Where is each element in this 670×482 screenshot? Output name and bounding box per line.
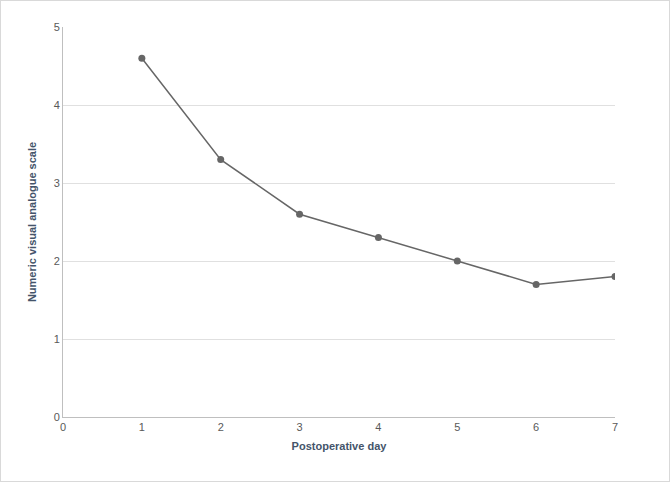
svg-text:2: 2 — [218, 421, 224, 433]
svg-text:Numeric visual analogue scale: Numeric visual analogue scale — [26, 142, 38, 302]
svg-text:4: 4 — [54, 99, 60, 111]
svg-text:7: 7 — [612, 421, 618, 433]
svg-text:Postoperative day: Postoperative day — [292, 440, 388, 452]
svg-text:2: 2 — [54, 255, 60, 267]
svg-text:1: 1 — [54, 333, 60, 345]
svg-text:5: 5 — [454, 421, 460, 433]
svg-text:0: 0 — [60, 421, 66, 433]
svg-text:6: 6 — [533, 421, 539, 433]
svg-text:3: 3 — [297, 421, 303, 433]
svg-text:3: 3 — [54, 177, 60, 189]
svg-text:0: 0 — [54, 411, 60, 423]
svg-text:4: 4 — [375, 421, 381, 433]
svg-text:5: 5 — [54, 21, 60, 33]
svg-text:1: 1 — [139, 421, 145, 433]
